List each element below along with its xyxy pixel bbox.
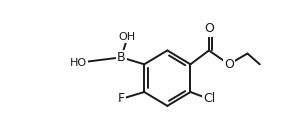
Text: F: F [118,92,125,105]
Text: O: O [204,22,214,35]
Text: OH: OH [119,32,136,42]
Text: HO: HO [69,58,87,68]
Text: B: B [117,51,125,64]
Text: Cl: Cl [203,92,215,105]
Text: O: O [224,58,234,71]
